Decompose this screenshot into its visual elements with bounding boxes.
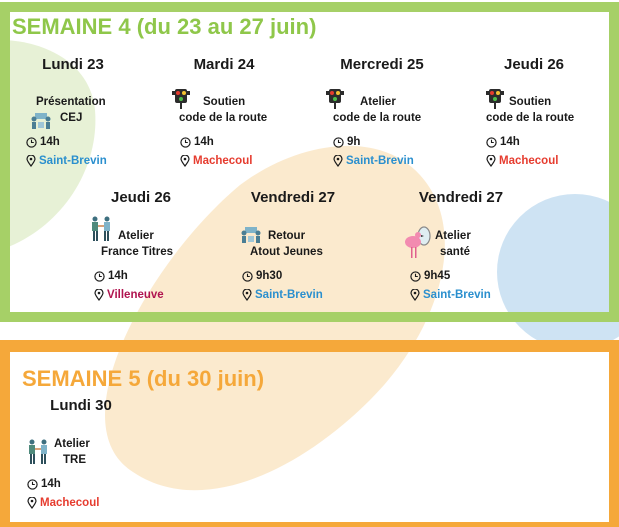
clock-icon	[180, 136, 191, 148]
day-title-jeudi-26-b: Jeudi 26	[110, 189, 172, 206]
clock-icon	[410, 270, 421, 282]
event-location: Saint-Brevin	[410, 289, 491, 301]
event-time: 9h	[333, 136, 360, 148]
event-name: Soutien	[203, 96, 246, 108]
event-name: Atout Jeunes	[250, 246, 323, 258]
day-title-lundi-30: Lundi 30	[50, 397, 112, 414]
traffic-light-icon	[172, 89, 190, 109]
people-meeting-icon	[31, 113, 51, 129]
event-name: Atelier	[435, 230, 471, 242]
location-pin-icon	[180, 155, 190, 167]
event-location: Saint-Brevin	[333, 155, 414, 167]
event-name: code de la route	[486, 112, 575, 124]
people-meeting-icon	[241, 227, 261, 243]
event-time: 14h	[94, 270, 128, 282]
event-time: 14h	[486, 136, 520, 148]
event-name: Retour	[268, 230, 306, 242]
clock-icon	[333, 136, 344, 148]
event-location: Saint-Brevin	[26, 155, 107, 167]
handshake-icon	[29, 439, 47, 464]
traffic-light-icon	[486, 89, 504, 109]
location-pin-icon	[242, 289, 252, 301]
event-time: 9h45	[410, 270, 450, 282]
week5-title: SEMAINE 5 (du 30 juin)	[22, 366, 265, 391]
clock-icon	[242, 270, 253, 282]
clock-icon	[26, 136, 37, 148]
event-name: Soutien	[509, 96, 552, 108]
clock-icon	[94, 270, 105, 282]
event-location: Machecoul	[27, 497, 99, 509]
flamingo-mirror-icon	[405, 226, 431, 258]
event-name: santé	[440, 246, 471, 258]
event-name: TRE	[63, 454, 86, 466]
event-location: Machecoul	[486, 155, 558, 167]
event-name: code de la route	[179, 112, 268, 124]
event-name: France Titres	[101, 246, 174, 258]
event-time: 9h30	[242, 270, 282, 282]
day-title-jeudi-26: Jeudi 26	[503, 56, 565, 73]
event-name: CEJ	[60, 112, 83, 124]
day-title-mardi-24: Mardi 24	[193, 56, 255, 73]
event-location: Machecoul	[180, 155, 252, 167]
day-title-vendredi-27: Vendredi 27	[250, 189, 336, 206]
location-pin-icon	[486, 155, 496, 167]
location-pin-icon	[333, 155, 343, 167]
traffic-light-icon	[326, 89, 344, 109]
event-name: Atelier	[118, 230, 154, 242]
handshake-icon	[92, 216, 110, 241]
location-pin-icon	[27, 497, 37, 509]
event-time: 14h	[180, 136, 214, 148]
event-location: Villeneuve	[94, 289, 164, 301]
location-pin-icon	[94, 289, 104, 301]
event-name: Présentation	[36, 96, 106, 108]
event-time: 14h	[27, 478, 61, 490]
event-location: Saint-Brevin	[242, 289, 323, 301]
clock-icon	[27, 478, 38, 490]
location-pin-icon	[26, 155, 36, 167]
day-title-mercredi-25: Mercredi 25	[340, 56, 424, 73]
event-name: Atelier	[54, 438, 90, 450]
week4-title: SEMAINE 4 (du 23 au 27 juin)	[12, 14, 317, 39]
event-time: 14h	[26, 136, 60, 148]
day-title-lundi-23: Lundi 23	[42, 56, 104, 73]
day-title-vendredi-27-b: Vendredi 27	[418, 189, 504, 206]
event-name: code de la route	[333, 112, 422, 124]
event-name: Atelier	[360, 96, 396, 108]
clock-icon	[486, 136, 497, 148]
location-pin-icon	[410, 289, 420, 301]
